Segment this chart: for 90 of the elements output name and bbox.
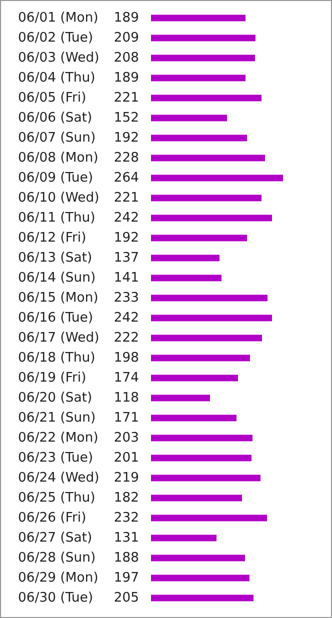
data-label: 188 bbox=[115, 552, 138, 562]
data-label: 189 bbox=[115, 12, 138, 22]
y-tick-label: 06/14 (Sun) bbox=[18, 272, 94, 284]
y-tick-label: 06/19 (Fri) bbox=[18, 372, 86, 384]
data-label: 222 bbox=[114, 332, 138, 342]
y-tick-label: 06/26 (Fri) bbox=[18, 512, 86, 524]
bar bbox=[151, 114, 227, 122]
bar bbox=[151, 274, 222, 282]
y-tick-label: 06/04 (Thu) bbox=[18, 72, 94, 84]
data-label: 118 bbox=[115, 392, 138, 402]
bar bbox=[151, 374, 238, 382]
data-label: 192 bbox=[115, 232, 138, 242]
data-label: 189 bbox=[115, 72, 138, 82]
data-label: 208 bbox=[114, 52, 138, 62]
bar bbox=[151, 514, 267, 522]
y-tick-label: 06/09 (Tue) bbox=[18, 172, 92, 184]
bar bbox=[151, 234, 247, 242]
data-label: 131 bbox=[115, 532, 138, 542]
bar bbox=[151, 594, 254, 602]
data-label: 232 bbox=[114, 512, 138, 522]
y-tick-label: 06/08 (Mon) bbox=[18, 152, 98, 164]
y-tick-label: 06/10 (Wed) bbox=[18, 192, 98, 204]
data-label: 192 bbox=[115, 132, 138, 142]
y-tick-label: 06/03 (Wed) bbox=[18, 52, 98, 64]
bar bbox=[151, 554, 245, 562]
data-label: 203 bbox=[114, 432, 138, 442]
data-label: 221 bbox=[114, 192, 138, 202]
bar bbox=[151, 314, 272, 322]
y-tick-label: 06/12 (Fri) bbox=[18, 232, 86, 244]
y-tick-label: 06/18 (Thu) bbox=[18, 352, 94, 364]
bar bbox=[151, 454, 252, 462]
y-tick-label: 06/24 (Wed) bbox=[18, 472, 98, 484]
bar bbox=[151, 354, 250, 362]
bar bbox=[151, 494, 242, 502]
bar bbox=[151, 74, 246, 82]
bar bbox=[151, 414, 236, 422]
y-tick-label: 06/16 (Tue) bbox=[18, 312, 92, 324]
y-tick-label: 06/27 (Sat) bbox=[18, 532, 92, 544]
bar bbox=[151, 574, 250, 582]
data-label: 198 bbox=[115, 352, 138, 362]
bar bbox=[151, 334, 262, 342]
y-tick-label: 06/28 (Sun) bbox=[18, 552, 94, 564]
y-tick-label: 06/06 (Sat) bbox=[18, 112, 92, 124]
y-tick-label: 06/30 (Tue) bbox=[18, 592, 92, 604]
data-label: 228 bbox=[114, 152, 138, 162]
data-label: 264 bbox=[114, 172, 138, 182]
bar bbox=[151, 254, 220, 262]
data-label: 174 bbox=[115, 372, 138, 382]
y-tick-label: 06/29 (Mon) bbox=[18, 572, 98, 584]
data-label: 201 bbox=[114, 452, 138, 462]
bar bbox=[151, 174, 283, 182]
bar bbox=[151, 94, 262, 102]
data-label: 233 bbox=[114, 292, 138, 302]
bar bbox=[151, 154, 265, 162]
bar bbox=[151, 534, 216, 542]
y-tick-label: 06/07 (Sun) bbox=[18, 132, 94, 144]
bar bbox=[151, 474, 260, 482]
y-tick-label: 06/13 (Sat) bbox=[18, 252, 92, 264]
y-tick-label: 06/17 (Wed) bbox=[18, 332, 98, 344]
y-tick-label: 06/02 (Tue) bbox=[18, 32, 92, 44]
y-tick-label: 06/05 (Fri) bbox=[18, 92, 86, 104]
y-tick-label: 06/23 (Tue) bbox=[18, 452, 92, 464]
bar bbox=[151, 14, 246, 22]
bar bbox=[151, 194, 262, 202]
data-label: 219 bbox=[114, 472, 138, 482]
bar bbox=[151, 214, 272, 222]
y-tick-label: 06/11 (Thu) bbox=[18, 212, 94, 224]
data-label: 205 bbox=[114, 592, 138, 602]
bar bbox=[151, 54, 255, 62]
bar bbox=[151, 134, 247, 142]
bar bbox=[151, 294, 268, 302]
y-tick-label: 06/15 (Mon) bbox=[18, 292, 98, 304]
data-label: 209 bbox=[114, 32, 138, 42]
y-tick-label: 06/25 (Thu) bbox=[18, 492, 94, 504]
y-tick-label: 06/01 (Mon) bbox=[18, 12, 98, 24]
data-label: 141 bbox=[115, 272, 138, 282]
data-label: 221 bbox=[114, 92, 138, 102]
bar bbox=[151, 394, 210, 402]
data-label: 197 bbox=[115, 572, 138, 582]
bar bbox=[151, 34, 256, 42]
bar bbox=[151, 434, 252, 442]
data-label: 152 bbox=[115, 112, 138, 122]
data-label: 171 bbox=[115, 412, 138, 422]
y-tick-label: 06/21 (Sun) bbox=[18, 412, 94, 424]
data-label: 242 bbox=[114, 312, 138, 322]
y-tick-label: 06/20 (Sat) bbox=[18, 392, 92, 404]
data-label: 137 bbox=[115, 252, 138, 262]
data-label: 182 bbox=[115, 492, 138, 502]
y-tick-label: 06/22 (Mon) bbox=[18, 432, 98, 444]
data-label: 242 bbox=[114, 212, 138, 222]
